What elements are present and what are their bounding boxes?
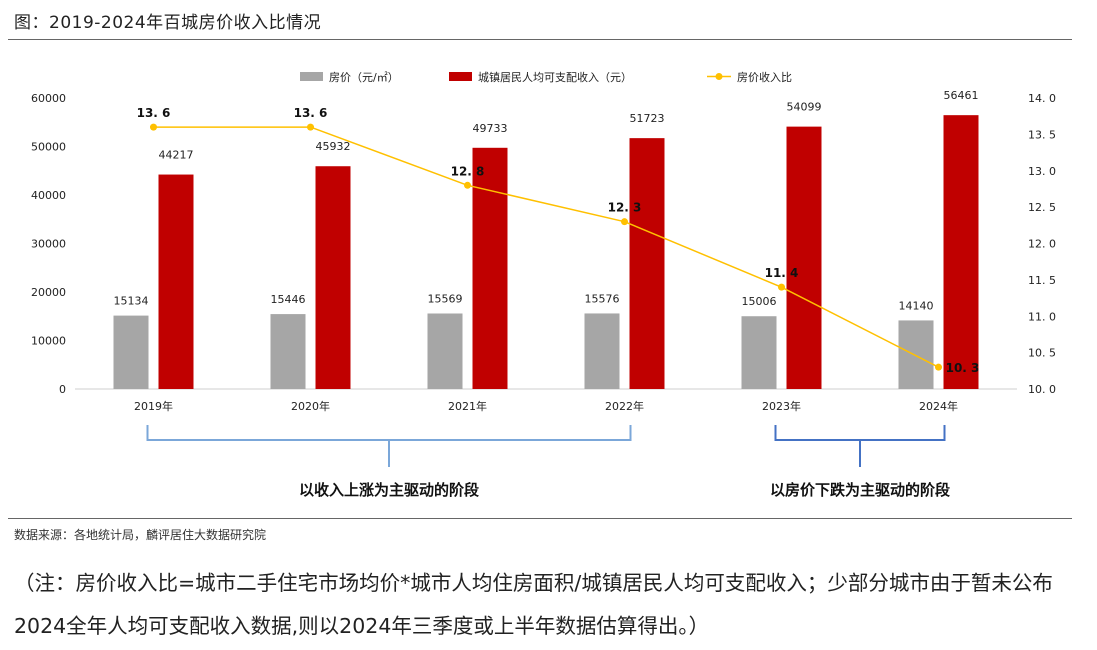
legend-label-income: 城镇居民人均可支配收入（元） (478, 70, 632, 84)
ratio-value-label: 13. 6 (294, 106, 328, 120)
right-tick-label: 11. 0 (1028, 310, 1056, 323)
right-tick-label: 10. 5 (1028, 347, 1056, 360)
legend: 房价（元/㎡） 城镇居民人均可支配收入（元） 房价收入比 (300, 70, 792, 84)
ratio-point (621, 218, 628, 226)
left-tick-label: 30000 (31, 238, 66, 251)
price-value-label: 15446 (271, 293, 306, 306)
ratio-point (150, 123, 157, 131)
ratio-value-label: 12. 3 (608, 201, 642, 215)
right-tick-label: 12. 0 (1028, 238, 1056, 251)
ratio-point (778, 283, 785, 291)
income-value-label: 49733 (473, 122, 508, 135)
price-value-label: 15006 (742, 295, 777, 308)
price-value-label: 15134 (114, 295, 149, 308)
right-tick-label: 13. 0 (1028, 165, 1056, 178)
right-axis: 10. 0 10. 5 11. 0 11. 5 12. 0 12. 5 13. 0 13. 5… (1028, 92, 1056, 396)
price-bar (270, 314, 306, 389)
right-tick-label: 13. 5 (1028, 128, 1056, 141)
income-bar (472, 147, 508, 389)
phase-bracket (146, 425, 632, 467)
legend-swatch-income (449, 72, 472, 81)
income-bar (315, 166, 351, 389)
left-tick-label: 10000 (31, 335, 66, 348)
right-tick-label: 11. 5 (1028, 274, 1056, 287)
x-tick-label: 2019年 (134, 399, 173, 413)
phase-brackets: 以收入上涨为主驱动的阶段 以房价下跌为主驱动的阶段 (146, 425, 950, 499)
ratio-point (464, 181, 471, 189)
left-tick-label: 40000 (31, 189, 66, 202)
price-bar (741, 316, 777, 389)
x-ticks: 2019年 2020年 2021年 2022年 2023年 2024年 (134, 399, 958, 413)
x-tick-label: 2020年 (291, 399, 330, 413)
bottom-rule (8, 518, 1072, 519)
income-value-label: 45932 (316, 140, 351, 153)
ratio-value-label: 13. 6 (137, 106, 171, 120)
income-bar (629, 138, 665, 389)
left-tick-label: 60000 (31, 92, 66, 105)
top-rule (8, 39, 1072, 40)
ratio-line (153, 126, 939, 368)
x-tick-label: 2022年 (605, 399, 644, 413)
x-tick-label: 2024年 (919, 399, 958, 413)
right-tick-label: 14. 0 (1028, 92, 1056, 105)
ratio-value-label: 10. 3 (946, 361, 980, 375)
bars: 15134 44217 15446 45932 15569 49733 15576 51723… (113, 89, 979, 390)
left-tick-label: 0 (59, 383, 66, 396)
legend-label-ratio: 房价收入比 (737, 70, 792, 84)
income-value-label: 51723 (630, 112, 665, 125)
income-value-label: 56461 (944, 89, 979, 102)
footnote: （注：房价收入比=城市二手住宅市场均价*城市人均住房面积/城镇居民人均可支配收入… (14, 571, 1053, 638)
legend-label-price: 房价（元/㎡） (329, 71, 399, 84)
phase-label: 以收入上涨为主驱动的阶段 (299, 481, 479, 499)
ratio-point (307, 123, 314, 131)
left-tick-label: 20000 (31, 286, 66, 299)
income-bar (158, 174, 194, 389)
ratio-value-label: 11. 4 (765, 266, 799, 280)
price-value-label: 14140 (899, 299, 934, 312)
x-tick-label: 2021年 (448, 399, 487, 413)
x-tick-label: 2023年 (762, 399, 801, 413)
phase-bracket (774, 425, 946, 467)
income-value-label: 44217 (159, 149, 194, 162)
price-value-label: 15576 (585, 292, 620, 305)
source-text: 数据来源：各地统计局，麟评居住大数据研究院 (14, 528, 267, 542)
income-bar (786, 126, 822, 390)
income-bar (943, 115, 979, 389)
legend-swatch-price (300, 72, 323, 81)
price-bar (113, 315, 149, 389)
price-bar (898, 320, 934, 389)
left-tick-label: 50000 (31, 141, 66, 154)
phase-label: 以房价下跌为主驱动的阶段 (770, 481, 950, 499)
left-axis: 0 10000 20000 30000 40000 50000 60000 (31, 92, 66, 396)
figure-title: 图：2019-2024年百城房价收入比情况 (14, 13, 322, 33)
price-bar (584, 313, 620, 389)
legend-swatch-ratio-dot (715, 73, 723, 80)
price-bar (427, 313, 463, 389)
ratio-point (935, 363, 942, 371)
ratio-value-label: 12. 8 (451, 164, 485, 178)
price-value-label: 15569 (428, 292, 463, 305)
chart: 房价（元/㎡） 城镇居民人均可支配收入（元） 房价收入比 0 10000 20000 30… (31, 70, 1056, 499)
ratio-line-layer: 13. 6 13. 6 12. 8 12. 3 11. 4 10. 3 (137, 106, 980, 375)
right-tick-label: 12. 5 (1028, 201, 1056, 214)
right-tick-label: 10. 0 (1028, 383, 1056, 396)
income-value-label: 54099 (787, 101, 822, 114)
